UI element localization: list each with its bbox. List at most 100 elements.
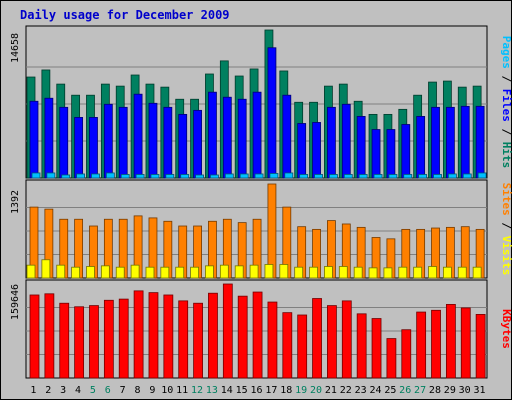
- bar-kbytes-day-1: [29, 294, 40, 379]
- bar-files-day-25: [386, 129, 396, 179]
- bar-pages-day-16: [254, 173, 264, 179]
- x-tick-label: 22: [340, 385, 352, 396]
- bar-pages-day-4: [76, 173, 86, 179]
- bar-kbytes-day-5: [89, 305, 99, 379]
- bar-files-day-20: [312, 122, 321, 179]
- bar-sites-day-7: [115, 266, 125, 279]
- bar-files-day-9: [148, 102, 158, 179]
- y-max-label: 159646: [10, 284, 21, 320]
- bar-files-day-8: [133, 93, 143, 179]
- bar-sites-day-28: [428, 266, 437, 279]
- x-tick-label: 17: [265, 385, 277, 396]
- panel-sites-visits: 1392 Sites / Visits: [10, 179, 512, 279]
- x-tick-label: 11: [176, 385, 188, 396]
- bar-kbytes-day-17: [267, 301, 278, 379]
- bar-kbytes-day-2: [44, 293, 55, 379]
- bar-sites-day-15: [234, 265, 244, 279]
- x-tick-label: 23: [355, 385, 367, 396]
- bar-files-day-21: [327, 106, 336, 179]
- bar-sites-day-19: [294, 266, 304, 279]
- bar-pages-day-29: [447, 173, 457, 179]
- legend-entry: Hits: [500, 142, 512, 169]
- bar-files-day-26: [401, 124, 411, 179]
- x-tick-label: 26: [399, 385, 411, 396]
- bar-sites-day-23: [353, 266, 363, 279]
- bar-sites-day-18: [279, 264, 289, 279]
- bar-pages-day-23: [358, 174, 368, 179]
- bar-kbytes-day-27: [416, 311, 427, 379]
- bar-pages-day-26: [403, 174, 413, 179]
- x-tick-label: 2: [45, 385, 51, 396]
- x-axis: 1 2 3 4 5 6 7 8 9 10 11 12 13 14 15 16 17 18 19 20 21 22 23 24 2…: [30, 385, 485, 396]
- x-tick-label: 9: [149, 385, 155, 396]
- series-pages: [31, 172, 487, 179]
- series-files: [29, 47, 485, 179]
- bar-pages-day-7: [120, 174, 130, 179]
- series-sites: [26, 259, 482, 279]
- bar-kbytes-day-22: [341, 300, 352, 379]
- x-tick-label: 6: [105, 385, 111, 396]
- bar-sites-day-26: [398, 266, 408, 279]
- x-tick-label: 31: [474, 385, 486, 396]
- bar-files-day-15: [237, 98, 247, 179]
- x-tick-label: 30: [459, 385, 471, 396]
- bar-kbytes-day-13: [208, 292, 218, 379]
- bar-files-day-17: [267, 47, 277, 179]
- bar-kbytes-day-21: [327, 305, 337, 379]
- legend-entry: Sites: [500, 183, 512, 216]
- legend-entry: /: [500, 122, 512, 142]
- legend-entry: /: [500, 69, 512, 89]
- bar-kbytes-day-14: [222, 283, 233, 379]
- bar-pages-day-9: [150, 174, 160, 179]
- bar-kbytes-day-25: [386, 338, 397, 379]
- y-max-label: 14658: [10, 33, 21, 63]
- bar-files-day-1: [29, 100, 39, 179]
- bar-files-day-23: [356, 116, 366, 179]
- x-tick-label: 13: [206, 385, 218, 396]
- bar-sites-day-22: [338, 266, 348, 279]
- x-tick-label: 25: [384, 385, 396, 396]
- bar-pages-day-1: [31, 172, 41, 179]
- bar-sites-day-3: [56, 264, 66, 279]
- bar-kbytes-day-8: [133, 290, 144, 379]
- bar-pages-day-12: [195, 174, 204, 179]
- x-tick-label: 1: [30, 385, 36, 396]
- series-visits: [29, 183, 485, 279]
- legend-entry: Pages: [500, 36, 512, 69]
- bar-pages-day-3: [61, 174, 71, 179]
- bar-pages-day-25: [388, 174, 398, 179]
- bar-kbytes-day-23: [356, 313, 367, 379]
- x-tick-label: 19: [295, 385, 307, 396]
- legend-entry: Files: [500, 89, 512, 122]
- bar-sites-day-10: [160, 266, 170, 279]
- bar-sites-day-9: [145, 266, 155, 279]
- bar-kbytes-day-4: [74, 306, 85, 379]
- bar-visits-day-17: [267, 183, 277, 279]
- x-tick-label: 5: [90, 385, 96, 396]
- bar-pages-day-10: [165, 174, 175, 179]
- bar-pages-day-15: [239, 173, 249, 179]
- panel-kbytes: 159646 KBytes: [10, 279, 512, 379]
- bar-pages-day-17: [269, 173, 279, 179]
- bar-kbytes-day-7: [118, 298, 129, 379]
- bar-kbytes-day-19: [297, 314, 308, 379]
- bar-files-day-3: [59, 106, 69, 179]
- x-tick-label: 27: [414, 385, 426, 396]
- bar-kbytes-day-28: [431, 309, 441, 379]
- bar-files-day-12: [193, 109, 202, 179]
- bar-pages-day-31: [477, 172, 487, 179]
- bar-pages-day-8: [135, 174, 145, 179]
- x-tick-label: 7: [120, 385, 126, 396]
- bar-sites-day-12: [190, 266, 199, 279]
- bar-pages-day-30: [462, 173, 472, 179]
- bar-pages-day-13: [210, 174, 219, 179]
- bar-pages-day-14: [224, 173, 234, 179]
- x-tick-label: 14: [221, 385, 233, 396]
- bar-files-day-5: [89, 117, 98, 179]
- bar-files-day-11: [178, 113, 188, 179]
- bar-kbytes-day-31: [475, 314, 486, 379]
- bar-sites-day-14: [219, 264, 229, 279]
- bar-files-day-28: [431, 106, 440, 179]
- bar-sites-day-21: [324, 266, 333, 279]
